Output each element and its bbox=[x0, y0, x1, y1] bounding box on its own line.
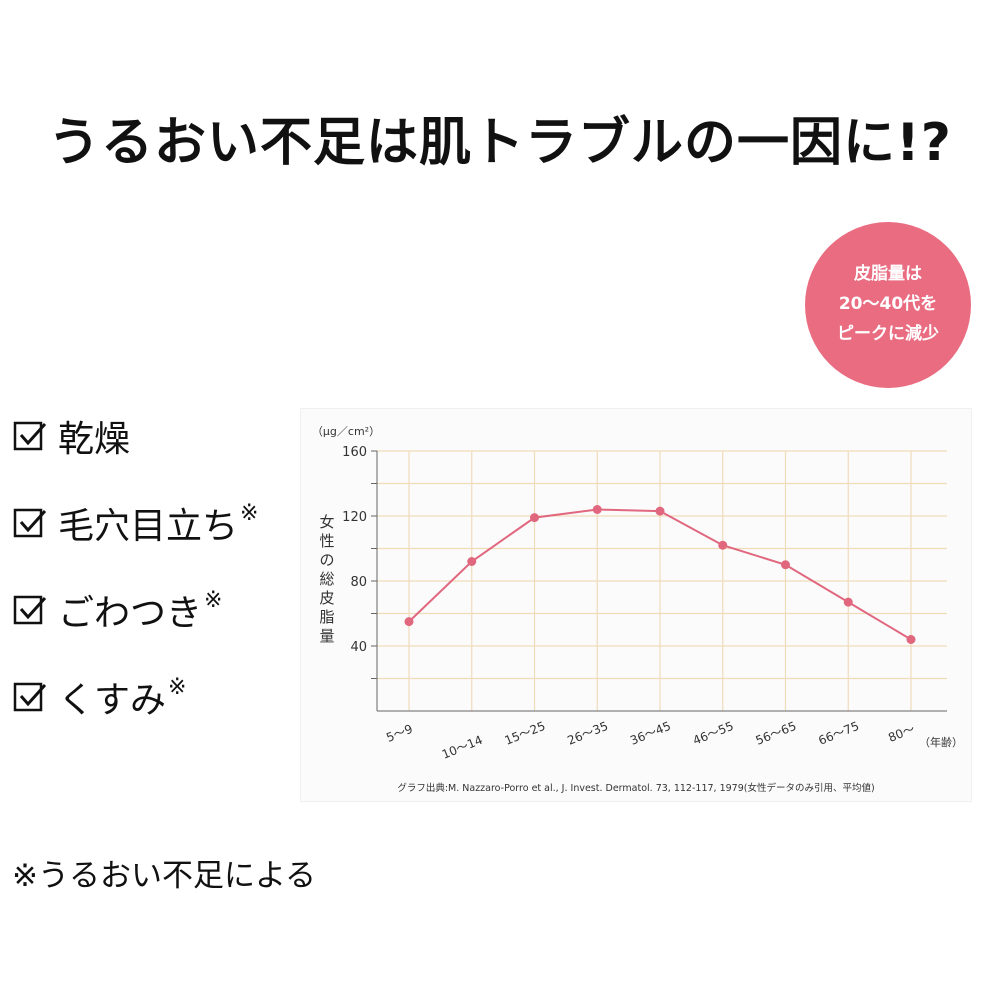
check-item-dullness: くすみ ※ bbox=[12, 674, 258, 721]
y-axis-label: 女 bbox=[319, 513, 334, 531]
y-tick-label: 120 bbox=[342, 510, 367, 525]
reference-mark: ※ bbox=[240, 500, 259, 526]
check-item-label: 乾燥 bbox=[58, 419, 131, 460]
x-tick-label: 5〜9 bbox=[384, 722, 415, 745]
data-point bbox=[906, 635, 916, 644]
check-item-label: ごわつき bbox=[58, 593, 203, 634]
data-point bbox=[843, 597, 853, 607]
checkbox-checked-icon bbox=[13, 421, 47, 451]
badge-line: 20〜40代を bbox=[838, 294, 938, 315]
x-tick-label: 36〜45 bbox=[628, 719, 673, 748]
headline: うるおい不足は肌トラブルの一因に!? bbox=[48, 113, 952, 173]
y-tick-label: 160 bbox=[342, 445, 367, 460]
x-tick-label: 56〜65 bbox=[754, 719, 799, 748]
data-point bbox=[404, 617, 414, 627]
check-item-pores: 毛穴目立ち ※ bbox=[12, 500, 259, 547]
source-note: グラフ出典:M. Nazzaro-Porro et al., J. Invest… bbox=[397, 782, 874, 794]
x-tick-label: 15〜25 bbox=[503, 719, 548, 748]
y-axis-label: 皮 bbox=[319, 589, 334, 607]
x-tick-label: 46〜55 bbox=[691, 719, 736, 748]
footnote: ※うるおい不足による bbox=[12, 858, 317, 894]
skin-trouble-checklist: 乾燥 毛穴目立ち ※ ごわつき ※ くすみ ※ bbox=[12, 413, 258, 761]
y-tick-label: 80 bbox=[350, 575, 367, 590]
x-tick-label: 26〜35 bbox=[565, 719, 610, 748]
badge-line: ピークに減少 bbox=[837, 323, 939, 344]
data-point bbox=[467, 557, 477, 566]
x-unit-label: （年齢） bbox=[919, 735, 963, 749]
data-point bbox=[655, 506, 665, 516]
check-item-label: 毛穴目立ち bbox=[58, 506, 239, 547]
check-item-roughness: ごわつき ※ bbox=[12, 587, 258, 634]
checkbox-checked-icon bbox=[13, 508, 47, 538]
data-point bbox=[530, 513, 539, 523]
checkbox-checked-icon bbox=[13, 682, 47, 712]
reference-mark: ※ bbox=[204, 587, 223, 613]
x-tick-label: 10〜14 bbox=[440, 733, 485, 762]
checkbox-checked-icon bbox=[13, 595, 47, 625]
y-axis-label: 脂 bbox=[319, 608, 334, 626]
y-axis-label: 性 bbox=[319, 532, 334, 550]
check-item-label: くすみ bbox=[58, 680, 167, 721]
y-axis-label: 量 bbox=[319, 627, 334, 645]
data-point bbox=[592, 505, 602, 514]
y-tick-label: 40 bbox=[350, 640, 367, 655]
badge-line: 皮脂量は bbox=[854, 264, 922, 285]
check-item-dryness: 乾燥 bbox=[12, 413, 258, 460]
x-tick-label: 80〜 bbox=[886, 722, 917, 745]
y-unit-label: （μg／cm²） bbox=[312, 425, 380, 438]
data-point bbox=[718, 540, 728, 550]
reference-mark: ※ bbox=[168, 674, 187, 700]
y-axis-label: 総 bbox=[319, 570, 334, 588]
y-axis-label: の bbox=[319, 551, 334, 569]
peak-badge: 皮脂量は 20〜40代を ピークに減少 bbox=[805, 222, 971, 388]
x-tick-label: 66〜75 bbox=[816, 719, 861, 748]
sebum-chart-panel: 40 80 120 160 （μg／cm²） 女性の総皮脂量 5〜9 10〜14 15〜25 26… bbox=[300, 408, 972, 802]
data-point bbox=[781, 560, 790, 570]
